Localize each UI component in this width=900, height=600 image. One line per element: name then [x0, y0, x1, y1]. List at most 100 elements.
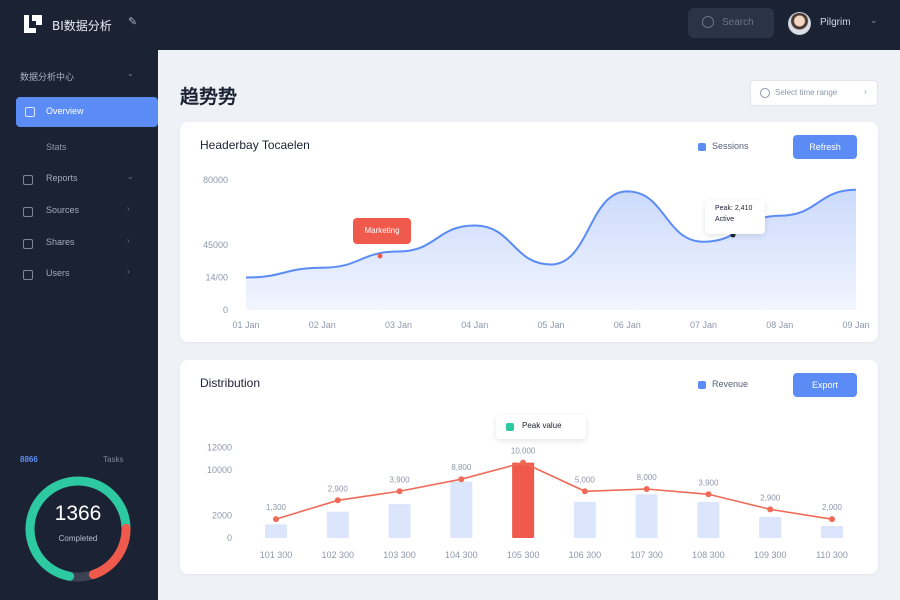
sidebar-section-title[interactable]: 数据分析中心 [20, 72, 75, 82]
legend-swatch [698, 143, 706, 151]
data-label: 8,800 [451, 463, 472, 472]
distribution-legend[interactable]: Revenue [690, 373, 780, 397]
bar [821, 525, 843, 538]
data-point [377, 253, 383, 259]
edit-icon[interactable]: ✎ [128, 16, 138, 28]
x-tick-label: 07 Jan [690, 320, 717, 330]
tooltip-swatch [506, 423, 514, 431]
sidebar-item-label: Shares [46, 237, 75, 247]
y-tick-label: 10000 [207, 465, 232, 475]
x-tick-label: 109 300 [754, 550, 787, 560]
line-point [643, 486, 650, 492]
avatar[interactable] [788, 12, 811, 35]
line-point [334, 497, 341, 504]
data-label: 8,000 [637, 473, 658, 482]
trend-tag: Marketing [353, 218, 411, 244]
tooltip-label: Peak value [522, 421, 562, 430]
bar [388, 504, 411, 538]
gauge-legend-right: Tasks [103, 455, 124, 464]
data-label: 2,900 [760, 493, 781, 502]
y-tick-label: 0 [227, 533, 232, 543]
distribution-title: Distribution [200, 376, 261, 390]
x-tick-label: 06 Jan [614, 320, 641, 330]
data-label: 10,000 [511, 447, 536, 456]
sidebar-subitem[interactable]: Stats [46, 142, 67, 152]
bar [450, 481, 473, 538]
line-point [396, 488, 403, 495]
bar [573, 501, 596, 538]
sidebar-item-users[interactable]: Users › [20, 267, 150, 283]
sidebar-item-overview[interactable]: Overview [16, 97, 158, 127]
bar [326, 511, 349, 538]
sidebar-item-sources[interactable]: Sources › [20, 204, 150, 220]
wifi-icon [23, 239, 33, 249]
trend-legend[interactable]: Sessions [690, 135, 780, 159]
trend-chart: 0 14/00 45000 80000 01 Jan 02 Jan 03 Jan 04 Jan… [203, 175, 870, 330]
y-tick-label: 2000 [212, 510, 232, 520]
header-button[interactable]: Search [688, 8, 774, 38]
x-tick-label: 04 Jan [461, 320, 488, 330]
data-label: 3,900 [390, 475, 411, 484]
distribution-tooltip: Peak value [496, 415, 586, 439]
button-label: Export [811, 380, 838, 390]
database-icon [23, 207, 33, 217]
gauge-label: Completed [58, 534, 98, 543]
tooltip-line: Peak: 2,410 [715, 205, 753, 212]
bar [759, 516, 782, 538]
y-tick-label: 80000 [203, 175, 228, 185]
gauge-arc-secondary [25, 476, 131, 582]
user-name[interactable]: Pilgrim [820, 17, 851, 28]
x-tick-label: 110 300 [816, 550, 848, 560]
x-tick-label: 108 300 [692, 550, 725, 560]
line-point [705, 491, 712, 498]
y-tick-label: 12000 [207, 443, 232, 453]
bar [512, 462, 535, 538]
sidebar-item-reports[interactable]: Reports ⌄ [20, 172, 150, 188]
tooltip-line: Active [715, 216, 735, 223]
bar [635, 494, 658, 538]
x-tick-label: 05 Jan [537, 320, 564, 330]
trend-refresh-button[interactable]: Refresh [793, 135, 857, 159]
x-tick-label: 102 300 [322, 550, 355, 560]
sidebar: 数据分析中心 ⌄ Overview Stats Reports ⌄ Source… [0, 50, 158, 600]
line-point [273, 516, 279, 523]
sidebar-item-label: Users [46, 268, 70, 278]
header-button-label: Search [722, 17, 754, 28]
sidebar-item-label: Reports [46, 173, 78, 183]
x-tick-label: 03 Jan [385, 320, 412, 330]
user-icon [23, 270, 33, 280]
series-area [246, 189, 856, 310]
legend-label: Sessions [712, 141, 749, 151]
x-tick-label: 101 300 [260, 550, 293, 560]
chart-icon [23, 175, 33, 185]
search-icon [702, 16, 714, 28]
x-tick-label: 106 300 [569, 550, 602, 560]
data-label: 3,900 [698, 478, 719, 487]
progress-gauge [25, 476, 131, 582]
chevron-right-icon: › [127, 236, 130, 245]
y-tick-label: 14/00 [205, 273, 228, 283]
chevron-down-icon[interactable]: ⌄ [127, 69, 134, 78]
distribution-chart: 0 2000 10000 12000 101 300 102 300 103 300 104 … [207, 443, 848, 560]
gauge-arc-primary [25, 476, 131, 582]
chevron-right-icon: › [127, 267, 130, 276]
distribution-export-button[interactable]: Export [793, 373, 857, 397]
bar [697, 501, 720, 538]
trend-card: Headerbay Tocaelen Sessions Refresh 0 14/… [180, 122, 878, 342]
date-range-picker[interactable]: Select time range › [750, 80, 878, 106]
sidebar-item-shares[interactable]: Shares › [20, 236, 150, 252]
line-point [458, 476, 465, 483]
line-point [520, 459, 527, 466]
button-label: Refresh [809, 142, 841, 152]
x-tick-label: 107 300 [630, 550, 663, 560]
y-tick-label: 0 [223, 305, 228, 315]
distribution-card: Distribution Revenue Export 0 2000 10000 12… [180, 360, 878, 574]
trend-title: Headerbay Tocaelen [200, 138, 310, 152]
app-title: BI数据分析 [52, 19, 112, 33]
chevron-down-icon[interactable]: ⌄ [870, 15, 878, 25]
sidebar-item-label: Sources [46, 205, 80, 215]
line-point [767, 506, 774, 513]
trend-tooltip: Peak: 2,410 Active [705, 200, 765, 234]
line-point [829, 516, 835, 523]
x-tick-label: 104 300 [445, 550, 478, 560]
